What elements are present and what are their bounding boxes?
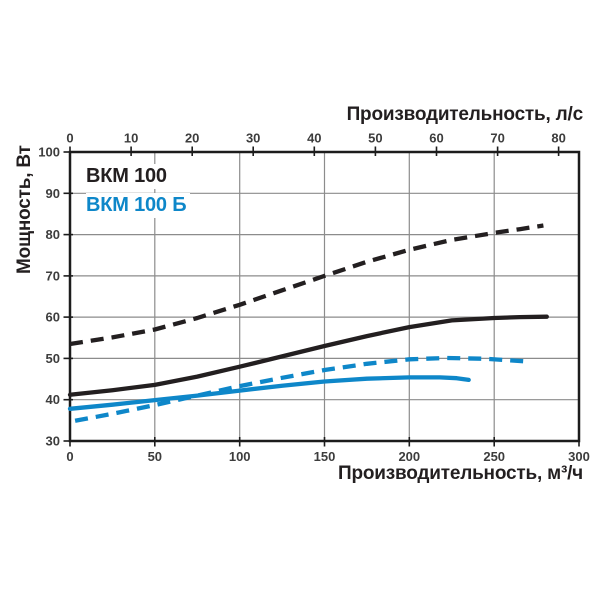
y-tick-label: 60 [46, 310, 60, 325]
x-bottom-tick-label: 150 [314, 449, 336, 464]
x-bottom-tick-label: 250 [483, 449, 505, 464]
curve-vkm100-solid [67, 314, 549, 397]
y-tick-label: 70 [46, 268, 60, 283]
legend-vkm-100b: ВКМ 100 Б [86, 193, 191, 218]
x-bottom-tick-label: 100 [229, 449, 251, 464]
x-bottom-tick-label: 300 [568, 449, 590, 464]
y-tick-label: 40 [46, 392, 60, 407]
x-top-tick-label: 80 [551, 131, 565, 146]
x-top-tick-label: 10 [124, 131, 138, 146]
x-top-tick-label: 70 [490, 131, 504, 146]
curve-vkm100-dashed [69, 223, 544, 347]
curve-vkm100b-solid [67, 375, 471, 411]
x-top-tick-label: 50 [368, 131, 382, 146]
x-bottom-tick-label: 200 [398, 449, 420, 464]
y-tick-label: 80 [46, 227, 60, 242]
x-top-tick-label: 60 [429, 131, 443, 146]
y-tick-label: 50 [46, 351, 60, 366]
x-axis-bottom-title: Производительность, м³/ч [338, 463, 583, 484]
x-top-tick-label: 30 [246, 131, 260, 146]
curve-vkm100b-dashed [74, 355, 525, 423]
y-axis-ticks: 30 40 50 60 70 80 90 100 [38, 145, 73, 449]
x-axis-top-title: Производительность, л/с [346, 104, 584, 125]
x-bottom-tick-label: 0 [66, 449, 73, 464]
y-axis-title: Мощность, Вт [14, 145, 35, 274]
x-bottom-tick-label: 50 [148, 449, 162, 464]
legend-vkm-100: ВКМ 100 [86, 164, 171, 189]
y-tick-label: 100 [38, 145, 60, 160]
x-axis-top-ticks: 0 10 20 30 40 50 60 70 80 [66, 131, 566, 156]
x-axis-bottom-ticks: 0 50 100 150 200 250 300 [66, 437, 590, 464]
y-tick-label: 90 [46, 186, 60, 201]
x-top-tick-label: 0 [66, 131, 73, 146]
x-top-tick-label: 20 [185, 131, 199, 146]
y-tick-label: 30 [46, 434, 60, 449]
x-top-tick-label: 40 [307, 131, 321, 146]
